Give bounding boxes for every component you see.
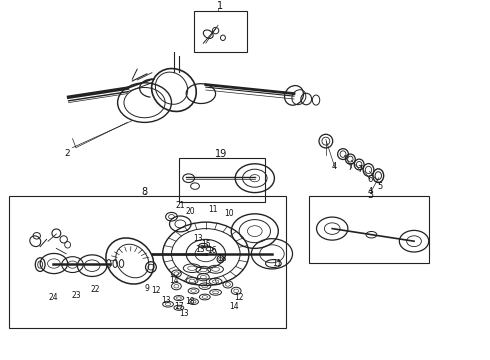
Text: 5: 5 bbox=[377, 181, 382, 191]
Text: 10: 10 bbox=[224, 209, 234, 217]
Text: 6: 6 bbox=[368, 175, 372, 184]
Text: 21: 21 bbox=[175, 202, 185, 210]
Text: 12: 12 bbox=[151, 287, 161, 295]
Bar bbox=[194, 11, 247, 52]
Text: 18: 18 bbox=[185, 297, 195, 306]
Bar bbox=[309, 196, 429, 263]
Text: 9: 9 bbox=[145, 284, 149, 293]
Text: 11: 11 bbox=[208, 205, 218, 214]
Text: 14: 14 bbox=[169, 276, 179, 284]
Text: 4: 4 bbox=[368, 187, 372, 196]
Text: 18: 18 bbox=[217, 254, 226, 263]
Text: 13: 13 bbox=[194, 234, 203, 243]
Text: 13: 13 bbox=[195, 245, 205, 253]
Text: 17: 17 bbox=[174, 302, 184, 311]
Text: 14: 14 bbox=[229, 302, 239, 311]
Text: 3: 3 bbox=[367, 190, 373, 200]
Text: 23: 23 bbox=[71, 292, 81, 300]
Text: 15: 15 bbox=[201, 240, 211, 248]
Text: 13: 13 bbox=[161, 296, 171, 305]
Text: 13: 13 bbox=[179, 309, 189, 318]
Bar bbox=[179, 158, 265, 202]
Text: 12: 12 bbox=[234, 292, 244, 302]
Text: 24: 24 bbox=[48, 292, 58, 302]
Text: 4: 4 bbox=[332, 162, 337, 171]
Text: 7: 7 bbox=[348, 163, 353, 172]
Text: 22: 22 bbox=[91, 285, 100, 294]
Text: 19: 19 bbox=[216, 149, 227, 159]
Text: 7: 7 bbox=[358, 165, 363, 174]
Text: 8: 8 bbox=[142, 186, 147, 197]
Text: 2: 2 bbox=[65, 149, 71, 158]
Text: 1: 1 bbox=[218, 1, 223, 12]
Text: 20: 20 bbox=[185, 207, 195, 216]
Text: 16: 16 bbox=[207, 246, 217, 255]
Text: 11: 11 bbox=[272, 259, 282, 268]
Bar bbox=[9, 196, 286, 328]
